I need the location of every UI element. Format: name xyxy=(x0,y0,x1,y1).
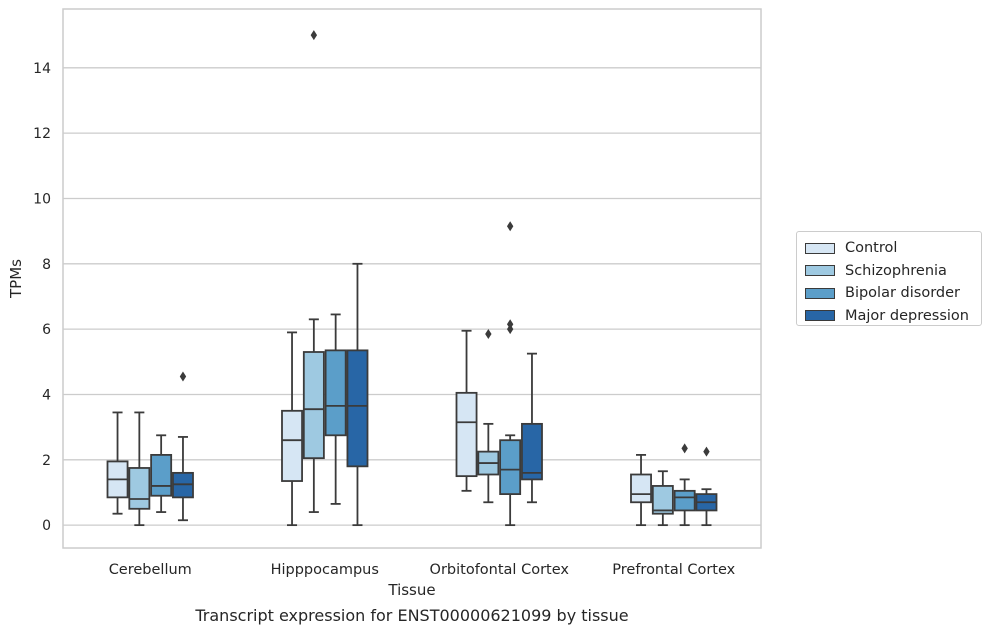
outlier-point xyxy=(506,319,514,330)
box-major-depression xyxy=(172,371,194,522)
box-iqr xyxy=(302,351,325,460)
box-iqr xyxy=(281,409,303,482)
y-tick-label: 10 xyxy=(33,191,51,207)
outlier-point xyxy=(681,443,688,454)
y-tick-label: 14 xyxy=(33,61,51,77)
x-axis-label: Tissue xyxy=(387,581,435,599)
box-iqr xyxy=(499,439,522,496)
legend-swatch xyxy=(805,310,835,322)
box-iqr xyxy=(324,349,347,437)
box-bipolar-disorder xyxy=(150,434,173,513)
y-tick-label: 8 xyxy=(42,257,51,273)
box-iqr xyxy=(651,485,674,515)
y-axis-label: TPMs xyxy=(7,259,25,299)
legend-label: Schizophrenia xyxy=(845,262,947,279)
box-iqr xyxy=(346,349,369,468)
legend-item: Bipolar disorder xyxy=(805,282,981,305)
box-major-depression xyxy=(695,446,718,527)
box-schizophrenia xyxy=(128,411,151,527)
plot-frame xyxy=(62,8,762,549)
x-tick-label: Orbitofontal Cortex xyxy=(430,562,570,578)
legend-item: Schizophrenia xyxy=(805,260,981,283)
box-control xyxy=(455,329,478,492)
box-iqr xyxy=(128,467,151,510)
y-tick-label: 2 xyxy=(42,453,51,469)
box-iqr xyxy=(150,453,173,497)
box-major-depression xyxy=(346,262,369,527)
x-tick-label: Hipppocampus xyxy=(271,562,379,578)
legend-swatch xyxy=(805,265,835,277)
legend-label: Major depression xyxy=(845,307,969,324)
legend-item: Control xyxy=(805,237,981,260)
outlier-point xyxy=(506,221,514,232)
x-tick-label: Prefrontal Cortex xyxy=(612,562,735,578)
box-schizophrenia xyxy=(651,470,674,527)
box-control xyxy=(281,331,303,527)
box-control xyxy=(630,453,652,527)
box-bipolar-disorder xyxy=(324,313,347,505)
y-tick-label: 12 xyxy=(33,126,51,142)
outlier-point xyxy=(179,371,187,382)
boxes-layer xyxy=(106,30,718,527)
legend-swatch xyxy=(805,242,835,254)
y-tick-label: 0 xyxy=(42,518,51,534)
box-iqr xyxy=(455,391,478,478)
box-schizophrenia xyxy=(302,30,325,513)
box-iqr xyxy=(521,422,543,481)
box-iqr xyxy=(630,473,652,504)
outlier-point xyxy=(485,329,492,340)
outlier-point xyxy=(310,30,318,41)
box-control xyxy=(106,411,129,515)
gridlines xyxy=(63,67,761,526)
chart-legend: Control Schizophrenia Bipolar disorder Majo… xyxy=(796,231,982,326)
legend-label: Bipolar disorder xyxy=(845,285,960,302)
box-major-depression xyxy=(521,352,543,504)
outlier-point xyxy=(703,446,710,457)
legend-label: Control xyxy=(845,240,898,257)
y-tick-label: 4 xyxy=(42,387,51,403)
box-iqr xyxy=(673,489,696,512)
x-tick-label: Cerebellum xyxy=(109,562,192,578)
box-schizophrenia xyxy=(477,329,500,504)
y-tick-label: 6 xyxy=(42,322,51,338)
tick-labels: 0 2 4 6 8 10 12 14 Cerebellum Hipppocampus Orbitof… xyxy=(33,61,735,578)
chart-caption: Transcript expression for ENST0000062109… xyxy=(195,606,629,625)
legend-swatch xyxy=(805,287,835,299)
box-bipolar-disorder xyxy=(673,443,696,527)
legend-item: Major depression xyxy=(805,305,981,328)
box-bipolar-disorder xyxy=(499,221,522,527)
